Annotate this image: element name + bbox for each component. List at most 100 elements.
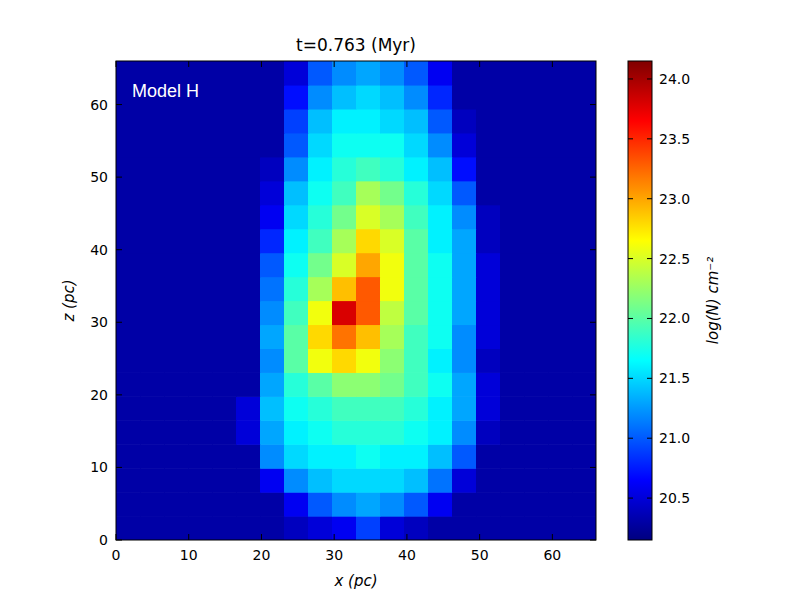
cells (116, 61, 596, 540)
cell (572, 61, 596, 86)
cell (476, 301, 501, 326)
x-tick (261, 534, 262, 540)
cell (404, 516, 429, 540)
cell (380, 229, 405, 254)
colorbar-tick-label: 20.5 (659, 490, 690, 506)
cell (116, 205, 141, 230)
cell (236, 133, 261, 158)
cell (548, 109, 573, 134)
x-tick (116, 61, 117, 67)
cell (356, 181, 381, 206)
x-tick-label: 30 (325, 547, 343, 563)
cell (404, 277, 429, 302)
cell (572, 301, 596, 326)
y-tick (116, 322, 122, 323)
cell (428, 109, 453, 134)
cell (164, 372, 189, 397)
cell (500, 372, 525, 397)
x-tick (552, 61, 553, 67)
cell (212, 253, 237, 278)
cell (116, 301, 141, 326)
cell (548, 181, 573, 206)
cell (284, 157, 309, 182)
cell (284, 181, 309, 206)
cell (428, 396, 453, 421)
cell (476, 205, 501, 230)
x-tick (188, 534, 189, 540)
cell (524, 85, 549, 110)
y-tick (590, 322, 596, 323)
cell (356, 420, 381, 445)
cell (428, 420, 453, 445)
cell (428, 181, 453, 206)
cell (500, 348, 525, 373)
plot-frame (116, 61, 596, 540)
cell (332, 348, 357, 373)
cell (548, 205, 573, 230)
cell (308, 277, 333, 302)
cell (500, 205, 525, 230)
cell (428, 348, 453, 373)
cell (260, 396, 285, 421)
cell (452, 85, 477, 110)
cell (212, 348, 237, 373)
cell (404, 301, 429, 326)
cell (188, 516, 213, 540)
cell (476, 444, 501, 469)
cell (116, 253, 141, 278)
cell (116, 396, 141, 421)
cell (548, 468, 573, 493)
cell (476, 468, 501, 493)
cell (260, 229, 285, 254)
cell (452, 157, 477, 182)
cell (428, 253, 453, 278)
cell (212, 396, 237, 421)
cell (428, 372, 453, 397)
cell (332, 468, 357, 493)
cell (140, 492, 165, 517)
cell (476, 277, 501, 302)
colorbar-label: log(N) cm⁻² (704, 257, 722, 344)
cell (164, 420, 189, 445)
cell (476, 324, 501, 349)
cell (260, 205, 285, 230)
cell (140, 516, 165, 540)
y-tick-label: 0 (99, 532, 108, 548)
cell (140, 301, 165, 326)
cell (404, 109, 429, 134)
cell (164, 396, 189, 421)
cell (284, 372, 309, 397)
cell (164, 516, 189, 540)
cell (332, 277, 357, 302)
cell (404, 229, 429, 254)
cell (308, 444, 333, 469)
cell (356, 348, 381, 373)
cell (308, 516, 333, 540)
y-axis-label: z (pc) (60, 279, 78, 322)
cell (572, 109, 596, 134)
cell (308, 468, 333, 493)
cell (452, 348, 477, 373)
x-tick-label: 20 (253, 547, 271, 563)
cell (260, 157, 285, 182)
colorbar-tick-label: 21.0 (659, 430, 690, 446)
cell (500, 420, 525, 445)
cell (116, 324, 141, 349)
cell (308, 420, 333, 445)
cell (284, 253, 309, 278)
cell (404, 85, 429, 110)
cell (308, 61, 333, 86)
cell (332, 372, 357, 397)
cell (116, 229, 141, 254)
cell (260, 372, 285, 397)
cell (284, 277, 309, 302)
cell (284, 133, 309, 158)
cell (356, 109, 381, 134)
cell (116, 444, 141, 469)
colorbar-tick-label: 22.0 (659, 310, 690, 326)
cell (452, 253, 477, 278)
cell (572, 181, 596, 206)
cell (188, 157, 213, 182)
cell (140, 277, 165, 302)
cell (356, 516, 381, 540)
